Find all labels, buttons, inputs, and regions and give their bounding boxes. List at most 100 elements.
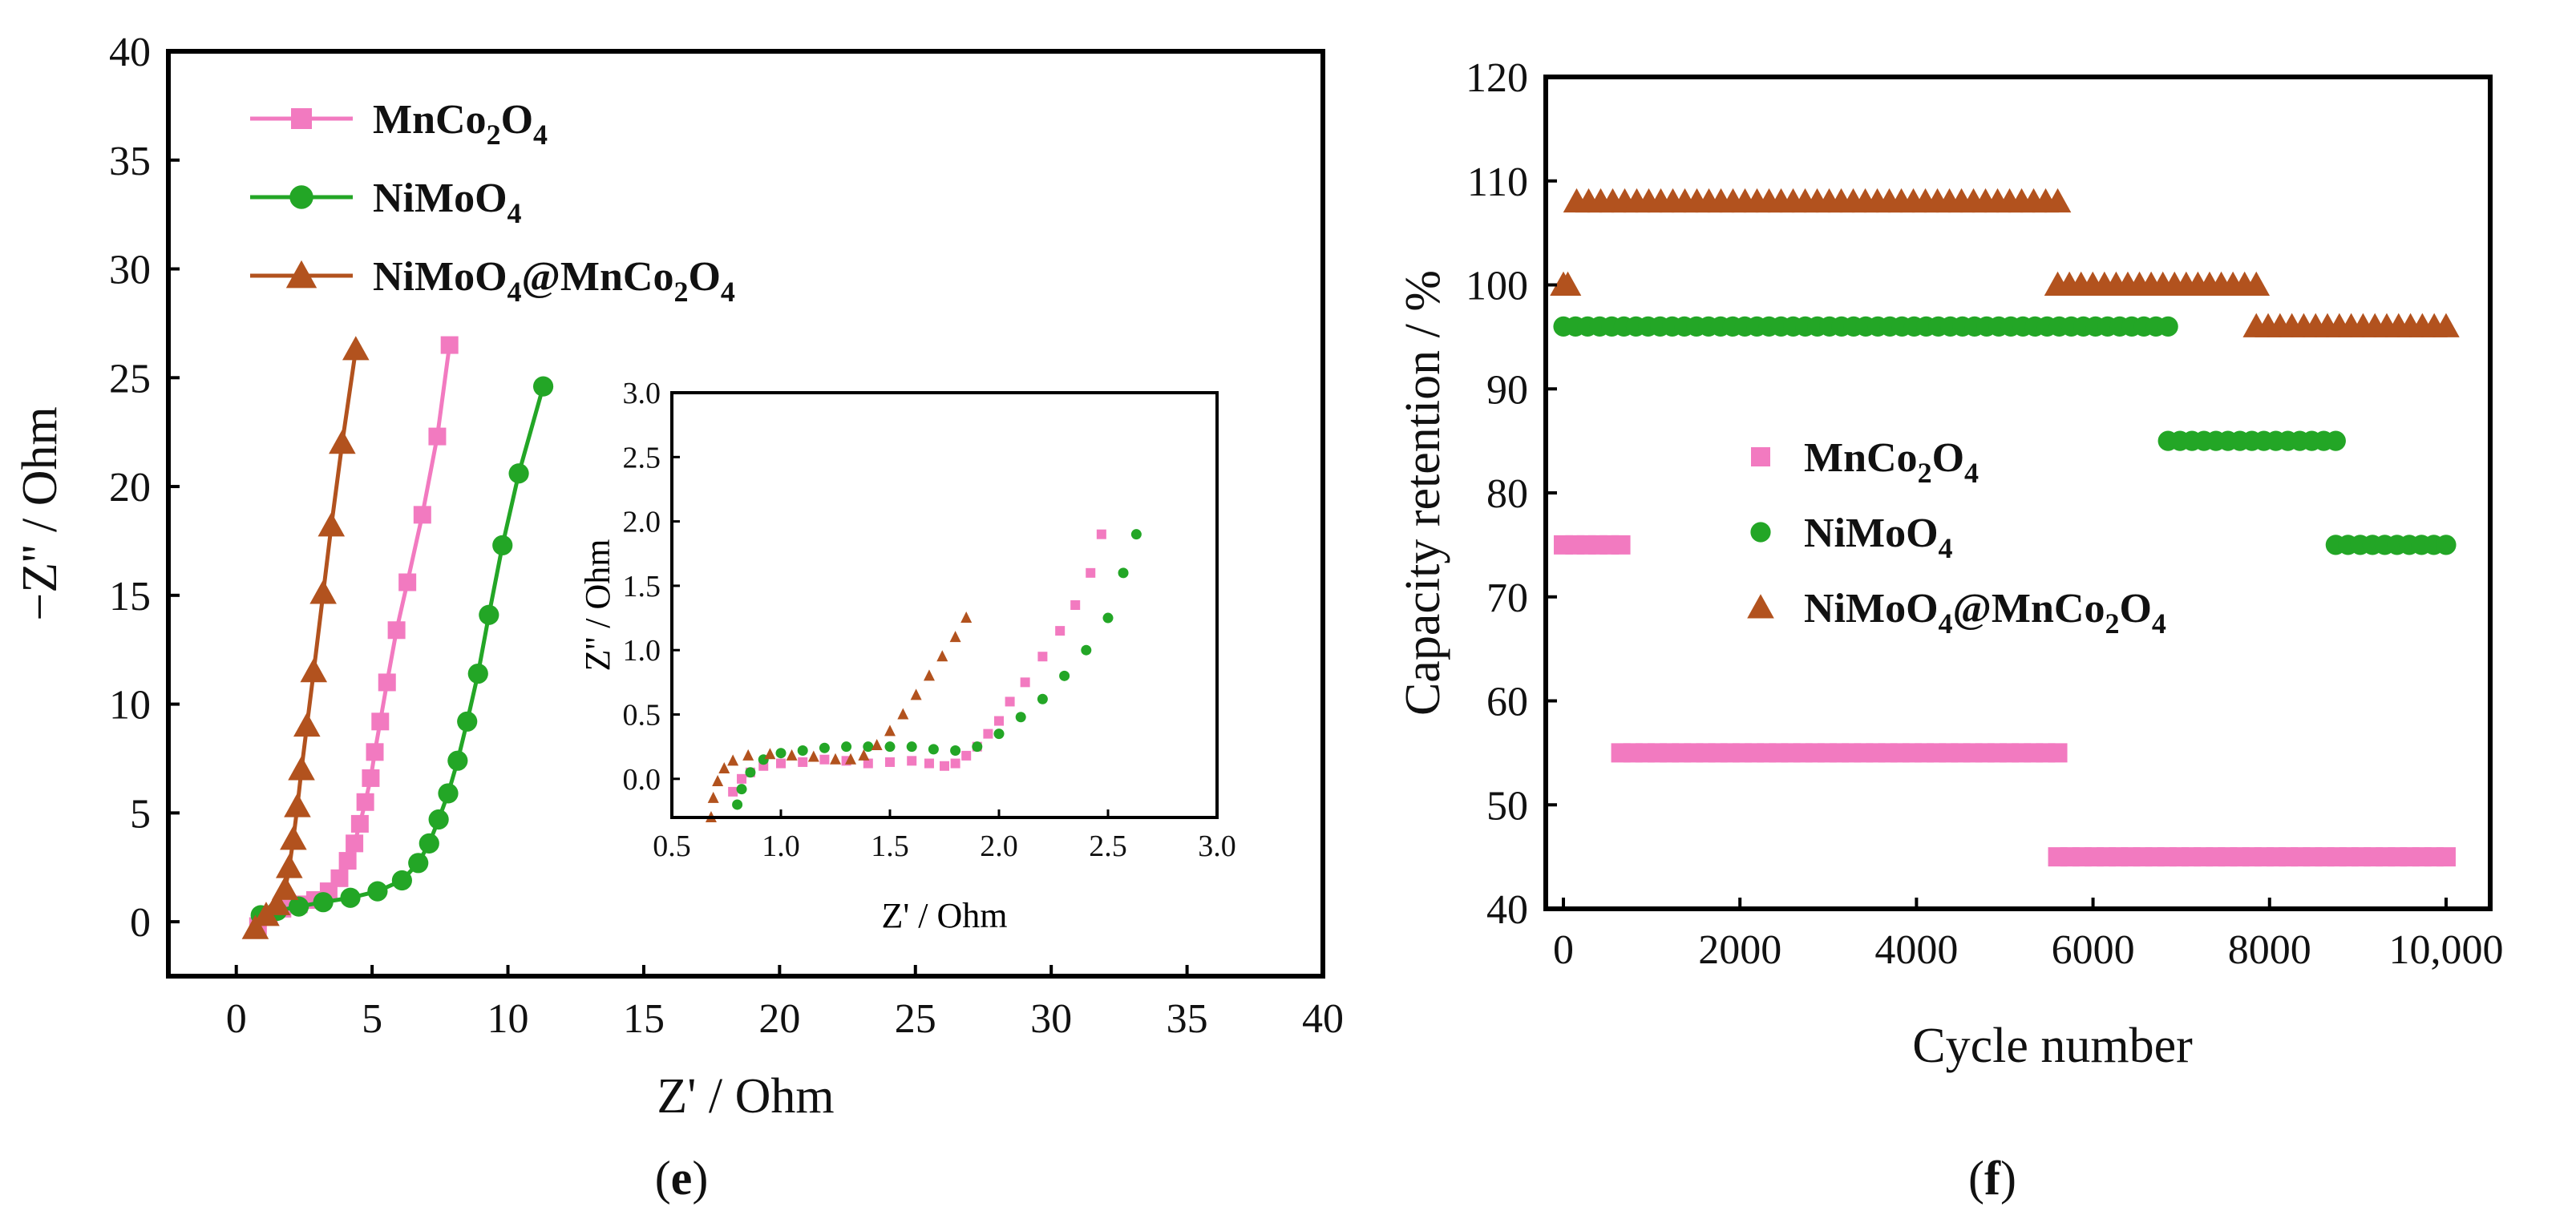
inset-data-point-1 (1015, 712, 1026, 723)
inset-data-layer (705, 529, 1142, 822)
panel-e-y-tick-label: 20 (109, 465, 151, 511)
panel-e-data-point-2 (275, 854, 303, 878)
inset-data-point-0 (1096, 529, 1106, 539)
inset-data-point-2 (830, 753, 841, 765)
panel-f-legend-label-part: 2 (2105, 607, 2119, 640)
panel-e-legend-label-part: O (688, 254, 720, 300)
panel-e-data-point-2 (317, 512, 346, 537)
panel-f-data-point-0 (2048, 743, 2068, 763)
panel-e-caption: (e) (655, 1152, 709, 1205)
inset-data-point-1 (1118, 567, 1129, 579)
panel-e-legend-label: MnCo2O4 (373, 97, 548, 151)
panel-e-x-axis-label: Z' / Ohm (657, 1069, 834, 1124)
panel-e-data-point-1 (467, 663, 488, 684)
inset-data-point-1 (745, 767, 756, 778)
inset-ticks: 0.5 1.0 1.5 2.0 2.5 3.0 0.0 0.5 1.0 1.5 2.0 2.5 3.0 (623, 377, 1236, 863)
panel-e-data-point-1 (391, 870, 412, 891)
panel-f-legend-marker (1747, 594, 1774, 619)
panel-e-x-tick-label: 10 (487, 996, 529, 1042)
panel-f-data-point-0 (1611, 535, 1631, 555)
inset-x-tick-label: 1.5 (871, 829, 909, 863)
panel-e-data-point-1 (438, 783, 459, 804)
panel-e-data-point-0 (371, 712, 390, 731)
inset-data-point-1 (1037, 693, 1048, 704)
panel-f-legend-label-part: O (2119, 586, 2151, 632)
panel-e-y-tick-label: 5 (130, 791, 151, 837)
panel-e-x-tick-label: 40 (1302, 996, 1344, 1042)
panel-e-legend-label-part: NiMoO (373, 254, 508, 300)
inset-data-point-0 (950, 758, 960, 769)
inset-data-point-2 (897, 708, 909, 720)
panel-f-legend-label-part: 2 (1918, 457, 1932, 489)
panel-e-data-point-1 (428, 809, 449, 830)
inset-y-tick-label: 1.0 (623, 634, 661, 668)
panel-e-data-point-1 (532, 376, 554, 397)
inset-data-point-1 (1081, 644, 1092, 656)
panel-e-data-point-0 (366, 743, 384, 761)
panel-f-x-axis-label: Cycle number (1912, 1019, 2193, 1073)
panel-f-data-point-0 (2436, 847, 2456, 867)
panel-e-data-point-0 (428, 427, 447, 446)
panel-e-data-point-2 (293, 712, 321, 737)
inset-data-point-2 (949, 631, 961, 643)
panel-f-legend-label-part: 4 (1939, 607, 1953, 640)
panel-e-data-point-0 (330, 869, 349, 887)
inset-y-tick-label: 2.0 (623, 506, 661, 539)
panel-e-legend-label-part: MnCo (373, 97, 487, 143)
inset-data-point-2 (742, 749, 754, 761)
panel-e-x-tick-label: 25 (895, 996, 936, 1042)
panel-f-legend-marker (1750, 522, 1771, 543)
inset-x-axis-label: Z' / Ohm (881, 896, 1007, 935)
panel-e-legend-marker (291, 108, 312, 129)
inset-data-point-2 (923, 669, 935, 681)
panel-f-x-tick-label: 6000 (2052, 927, 2135, 973)
panel-f-data-point-1 (2436, 535, 2457, 555)
panel-e-ticks: 0 5 10 15 20 25 30 35 40 0 5 10 15 20 25 30 35 40 (109, 30, 1344, 1042)
panel-f-x-tick-label: 4000 (1874, 927, 1958, 973)
inset-data-point-1 (797, 745, 808, 756)
inset-y-tick-label: 1.5 (623, 570, 661, 603)
panel-e-legend-label: NiMoO4 (373, 176, 522, 229)
panel-e-y-tick-label: 10 (109, 683, 151, 729)
inset-data-point-1 (972, 741, 983, 753)
panel-e-data-point-1 (289, 896, 309, 917)
panel-f-legend-label-part: 4 (1939, 532, 1953, 564)
panel-e-data-point-2 (342, 336, 370, 361)
inset-y-tick-label: 3.0 (623, 377, 661, 410)
inset-data-point-2 (807, 750, 819, 762)
inset-data-point-2 (727, 754, 739, 766)
panel-e-x-tick-label: 20 (758, 996, 800, 1042)
panel-e-legend-label-part: @MnCo (522, 254, 674, 300)
inset-data-point-0 (798, 757, 808, 767)
inset-data-point-2 (718, 761, 730, 773)
panel-e-y-tick-label: 0 (130, 900, 151, 946)
panel-e-y-tick-label: 15 (109, 574, 151, 620)
inset-data-point-0 (924, 758, 934, 769)
panel-e-data-point-0 (387, 621, 406, 640)
panel-e-legend-label-part: 4 (508, 276, 522, 308)
panel-e-data-point-0 (346, 834, 364, 853)
panel-f-caption: (f) (1968, 1152, 2016, 1205)
panel-f-data-point-2 (2044, 188, 2072, 213)
panel-f-y-tick-label: 120 (1466, 55, 1528, 101)
panel-e-data-point-0 (362, 769, 380, 787)
panel-e-data-point-1 (447, 750, 468, 771)
inset-data-point-0 (994, 716, 1004, 726)
panel-f-caption-letter: f (1984, 1152, 2001, 1205)
panel-f-legend-label-part: NiMoO (1804, 511, 1939, 556)
panel-e-data-point-2 (271, 875, 299, 900)
inset-data-point-2 (707, 791, 719, 803)
panel-f-y-tick-label: 70 (1486, 575, 1528, 621)
panel-e-data-point-1 (408, 853, 429, 874)
panel-f-y-tick-label: 50 (1486, 783, 1528, 829)
panel-e-plot-frame (166, 49, 1325, 979)
inset-y-tick-label: 2.5 (623, 441, 661, 474)
inset-data-point-0 (737, 773, 747, 784)
inset-background (672, 393, 1217, 817)
panel-f-data-point-1 (2157, 316, 2178, 337)
panel-e-data-point-0 (413, 506, 431, 524)
panel-f-legend-label-part: O (1932, 435, 1964, 481)
inset-data-point-2 (858, 749, 870, 761)
panel-e-data-layer (241, 336, 554, 939)
